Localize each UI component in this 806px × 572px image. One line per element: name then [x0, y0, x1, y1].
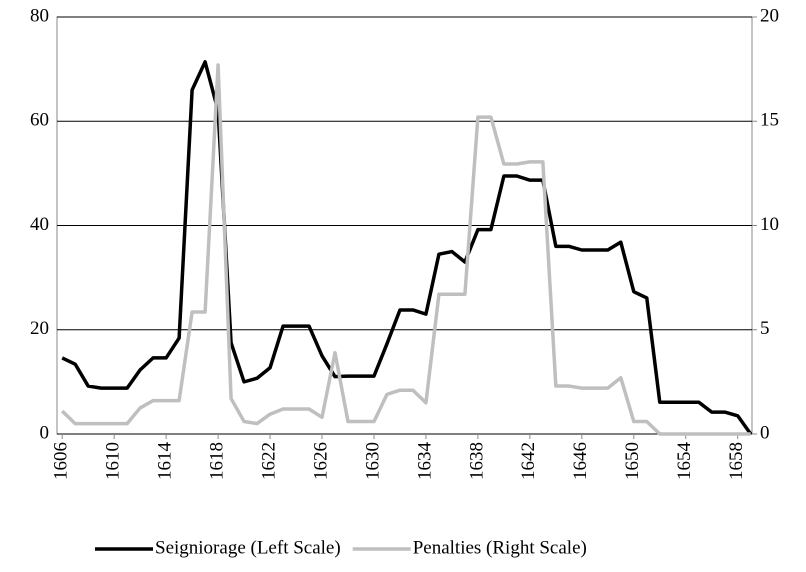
x-tick-label: 1610 [103, 442, 124, 480]
y2-tick-label: 0 [760, 422, 770, 443]
y2-tick-label: 10 [760, 214, 779, 235]
x-tick-label: 1650 [622, 442, 643, 480]
x-tick-label: 1642 [518, 442, 539, 480]
y-tick-label: 0 [40, 422, 50, 443]
x-tick-label: 1638 [466, 442, 487, 480]
series-line [60, 63, 751, 436]
x-tick-label: 1634 [414, 442, 435, 481]
x-tick-label: 1614 [154, 442, 175, 481]
legend: Seigniorage (Left Scale) Penalties (Right… [95, 537, 587, 558]
y-tick-label: 60 [30, 110, 49, 131]
y-tick-label: 80 [30, 5, 49, 26]
x-tick-label: 1630 [362, 442, 383, 480]
y2-tick-label: 15 [760, 110, 779, 131]
x-tick-label: 1622 [258, 442, 279, 480]
legend-label: Penalties (Right Scale) [413, 537, 587, 558]
series-line [61, 60, 753, 436]
legend-label: Seigniorage (Left Scale) [155, 537, 341, 558]
y2-tick-label: 20 [760, 5, 779, 26]
y2-tick-label: 5 [760, 318, 770, 339]
y-tick-label: 20 [30, 318, 49, 339]
y-tick-label: 40 [30, 214, 49, 235]
x-tick-label: 1658 [726, 442, 747, 480]
x-tick-label: 1618 [206, 442, 227, 480]
x-tick-label: 1654 [674, 442, 695, 481]
x-tick-label: 1626 [310, 442, 331, 480]
x-tick-label: 1606 [51, 442, 72, 480]
x-tick-label: 1646 [570, 442, 591, 480]
